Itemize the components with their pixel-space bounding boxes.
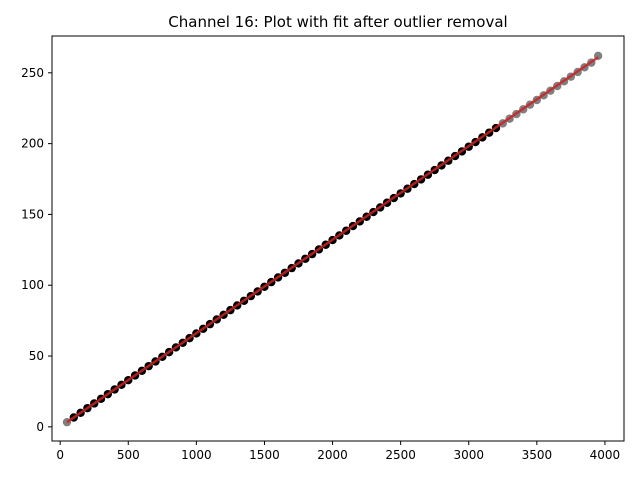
x-tick-label: 3500 [522,448,553,462]
x-tick-label: 500 [117,448,140,462]
x-axis: 0 500 1000 1500 2000 2500 3000 3500 4000 [56,441,620,462]
y-tick-label: 0 [36,420,44,434]
y-tick-label: 250 [21,66,44,80]
y-tick-label: 100 [21,278,44,292]
y-axis: 0 50 100 150 200 250 [21,66,52,434]
x-tick-label: 1000 [181,448,212,462]
chart-title: Channel 16: Plot with fit after outlier … [168,13,507,31]
x-tick-label: 0 [56,448,64,462]
y-tick-label: 50 [29,349,44,363]
fit-line [66,56,599,424]
x-tick-label: 4000 [590,448,621,462]
y-tick-label: 200 [21,137,44,151]
x-tick-label: 2000 [317,448,348,462]
x-tick-label: 2500 [385,448,416,462]
x-tick-label: 3000 [453,448,484,462]
x-tick-label: 1500 [249,448,280,462]
axes-frame [51,35,625,442]
plot-area [62,51,603,427]
y-tick-label: 150 [21,207,44,221]
